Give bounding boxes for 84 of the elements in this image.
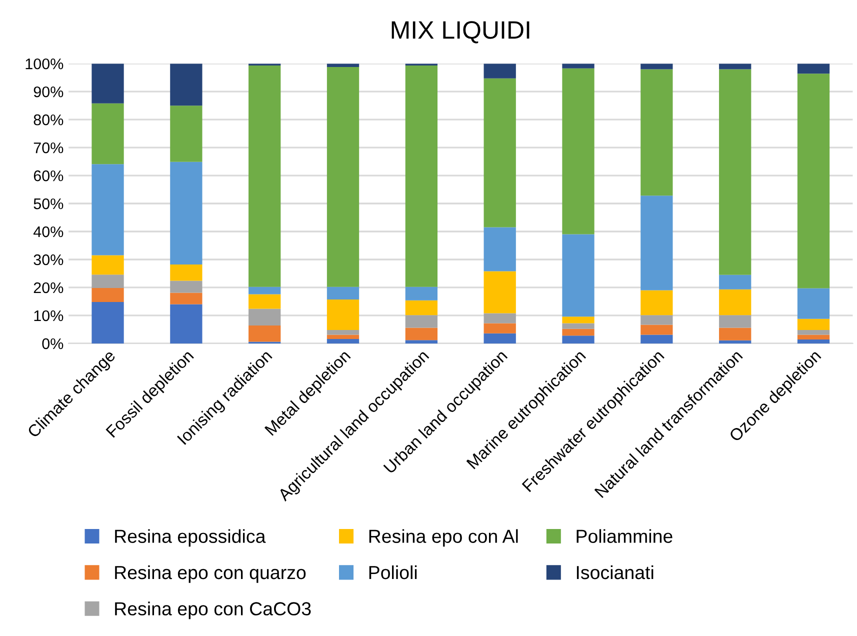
legend-label: Resina epossidica [115,529,266,547]
bar [405,286,438,300]
bar [248,294,281,309]
bar [92,274,124,288]
bar [248,326,281,342]
bar [484,271,516,314]
bar [92,164,124,256]
bar [326,286,360,300]
bar [248,286,281,294]
bar [484,78,516,228]
bar [484,323,516,334]
bar [640,290,673,316]
legend-label: Isocianati [576,565,654,580]
bar [797,74,830,288]
y-tick-label: 20% [34,282,64,294]
bar [484,333,516,344]
legend-label: Poliammine [576,529,672,543]
bar [640,324,673,335]
y-tick-label: 90% [34,86,64,98]
bar [170,280,202,293]
bar [562,328,594,336]
bar [92,302,124,344]
bar [484,64,516,78]
bar [640,64,673,70]
bar [92,103,124,164]
bar [248,308,281,326]
bar [92,288,124,302]
bar [170,292,202,304]
bar [170,64,202,106]
bar [405,328,438,340]
y-tick-label: 80% [34,114,64,126]
bar [797,340,830,344]
bar [562,316,594,324]
bar [326,334,360,339]
chart-title: MIX LIQUIDI [392,21,530,44]
bar [719,289,752,316]
bar [797,64,830,74]
bar [170,264,202,281]
legend-label: Resina epo con CaCO3 [115,602,311,620]
bar [326,330,360,335]
bar [170,106,202,162]
bar [326,338,360,344]
bar [640,69,673,196]
bar [640,315,673,325]
y-tick-label: 10% [34,310,64,322]
legend-label: Resina epo con quarzo [115,565,306,583]
bar [405,300,438,316]
y-tick-label: 100% [26,58,64,70]
y-tick-label: 50% [34,198,64,210]
bar [719,328,752,340]
bar [719,274,752,290]
legend-label: Polioli [369,565,417,580]
bar [326,300,360,330]
bar [797,288,830,319]
y-tick-label: 40% [33,226,64,238]
bar [92,64,124,104]
bar [562,323,594,329]
bar [719,340,752,344]
bar [484,227,516,272]
bar [562,64,594,68]
bar [248,66,281,287]
bar [562,234,594,317]
bar [405,66,438,287]
bar [405,340,438,344]
bar [484,313,516,324]
bar [797,334,830,340]
bar [92,255,124,275]
y-tick-label: 30% [34,254,64,266]
bar [797,330,830,335]
y-tick-label: 70% [34,142,64,154]
legend-label: Resina epo con Al [369,529,518,547]
bar [562,68,594,234]
bar [326,66,360,287]
bar [562,336,594,344]
bar [640,196,673,290]
bar [719,315,752,328]
bar [170,304,202,344]
y-tick-label: 60% [34,170,64,182]
bar [797,318,830,330]
bar [640,334,673,344]
bar [170,162,202,265]
bar [719,69,752,275]
bar [405,315,438,328]
y-tick-label: 0% [42,338,64,350]
